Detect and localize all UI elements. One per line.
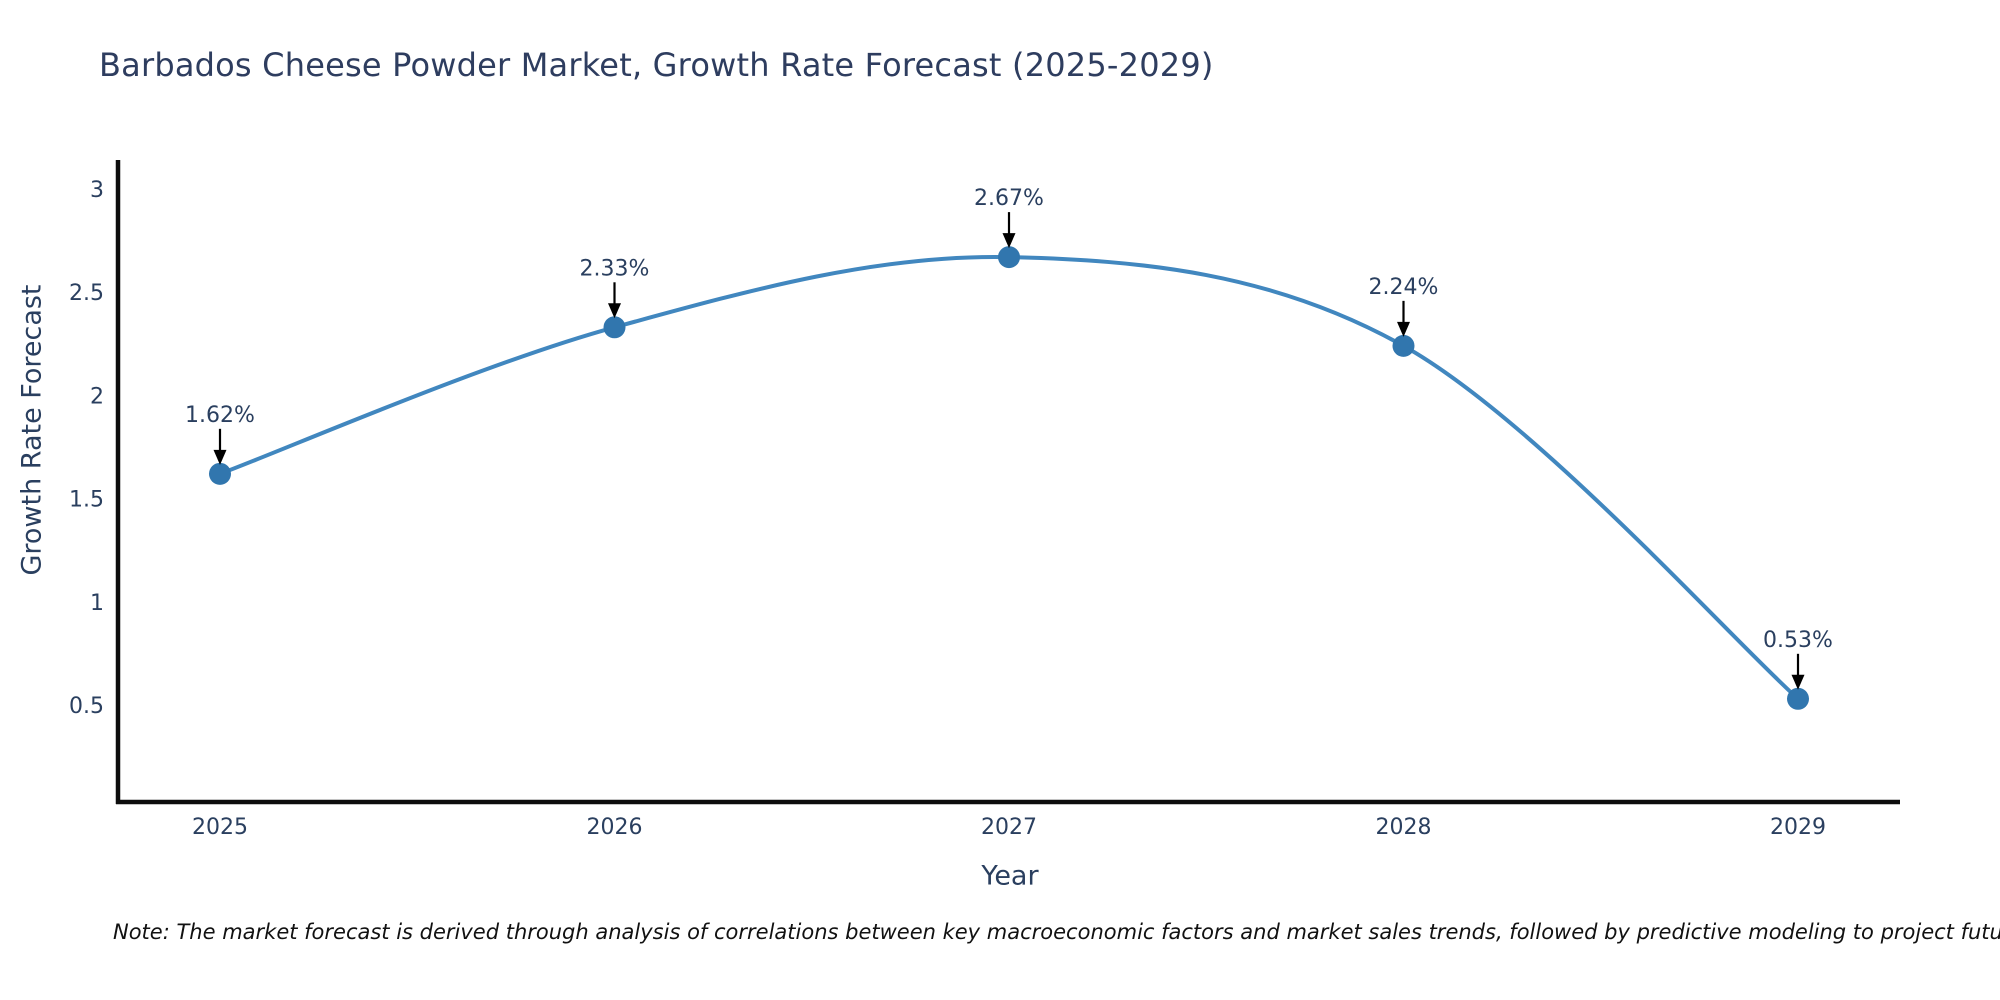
annotation-arrow-head bbox=[608, 303, 621, 319]
y-tick-label: 1.5 bbox=[69, 488, 104, 513]
y-tick-label: 3 bbox=[90, 178, 104, 203]
data-point-label: 2.67% bbox=[974, 186, 1044, 211]
chart-footnote: Note: The market forecast is derived thr… bbox=[113, 920, 2000, 944]
annotation-arrow-head bbox=[213, 449, 227, 465]
chart-title: Barbados Cheese Powder Market, Growth Ra… bbox=[99, 46, 1214, 84]
data-point-label: 0.53% bbox=[1763, 628, 1833, 653]
data-point-marker bbox=[1787, 687, 1809, 710]
annotation-arrow-head bbox=[1002, 233, 1016, 249]
data-point-marker bbox=[209, 462, 231, 485]
x-tick-label: 2026 bbox=[587, 815, 643, 840]
x-axis-title: Year bbox=[981, 860, 1039, 892]
data-point-label: 2.33% bbox=[580, 256, 650, 281]
data-point-label: 1.62% bbox=[185, 403, 255, 428]
x-tick-label: 2028 bbox=[1376, 815, 1432, 840]
y-tick-label: 2.5 bbox=[69, 281, 104, 306]
forecast-line bbox=[218, 254, 1800, 701]
data-point-marker bbox=[1392, 334, 1415, 357]
y-tick-label: 0.5 bbox=[69, 694, 104, 719]
y-tick-label: 2 bbox=[90, 384, 104, 409]
annotation-arrow-head bbox=[1397, 321, 1410, 337]
y-tick-label: 1 bbox=[90, 591, 104, 616]
data-point-marker bbox=[603, 316, 626, 339]
x-tick-label: 2025 bbox=[192, 815, 248, 840]
annotation-arrow-head bbox=[1791, 674, 1805, 690]
data-point-label: 2.24% bbox=[1369, 275, 1439, 300]
x-tick-label: 2027 bbox=[981, 815, 1037, 840]
data-point-marker bbox=[998, 246, 1020, 269]
x-tick-label: 2029 bbox=[1770, 815, 1826, 840]
